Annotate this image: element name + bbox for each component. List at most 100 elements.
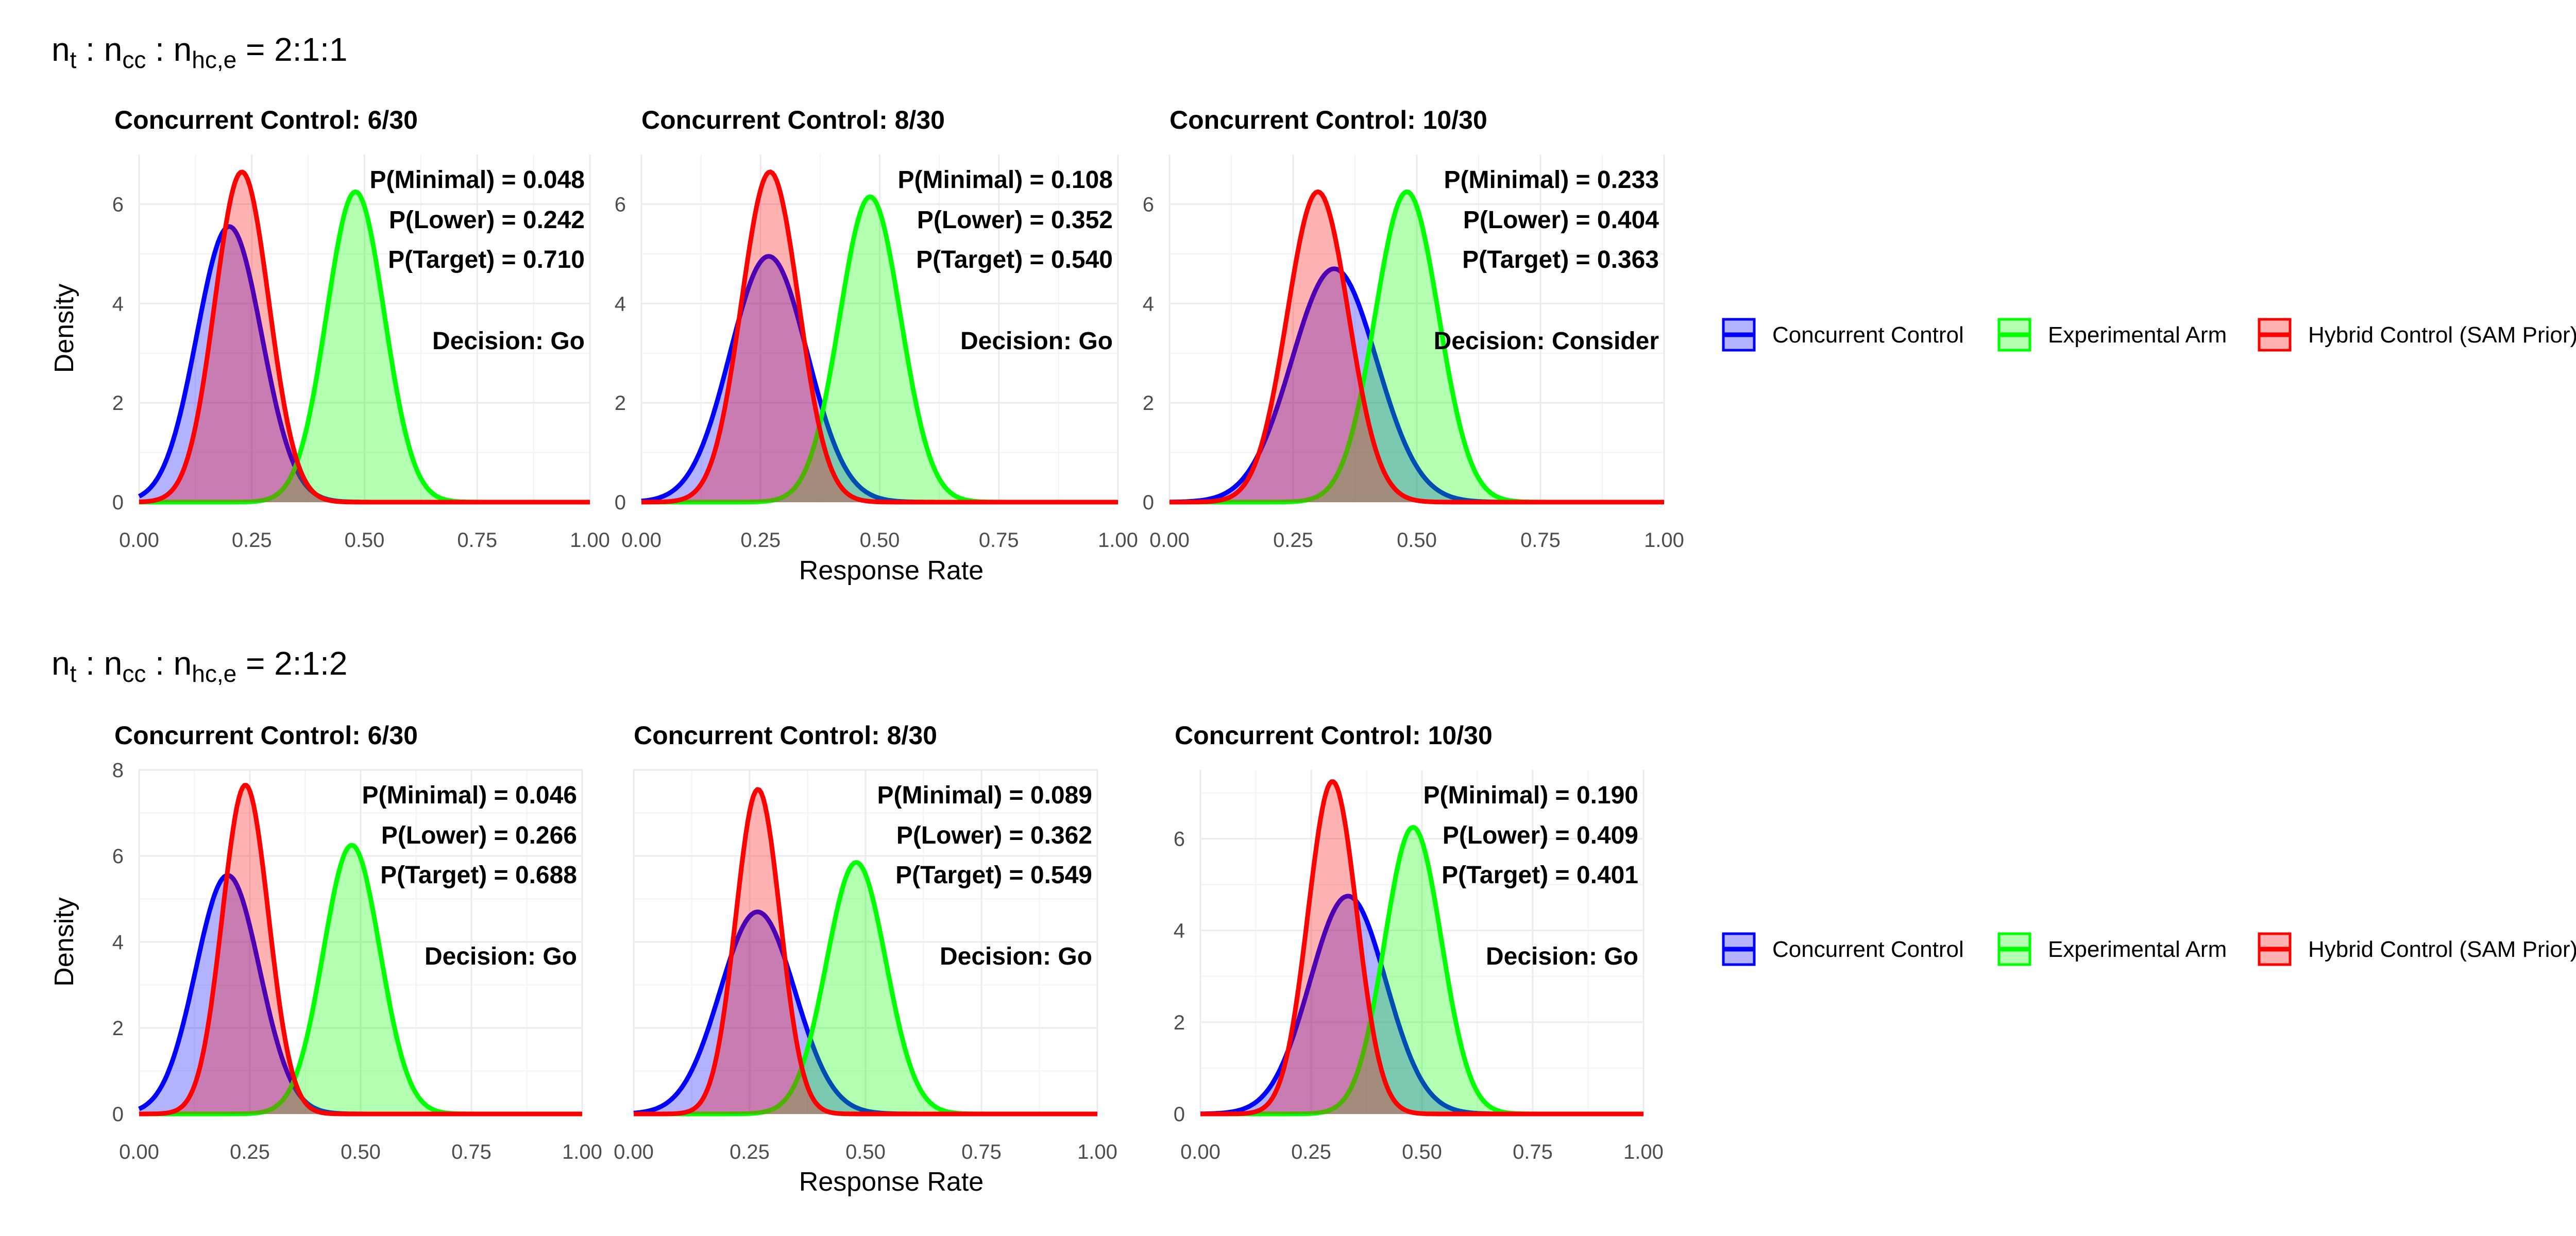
y-tick-label: 6 bbox=[112, 845, 124, 868]
probability-label: P(Target) = 0.401 bbox=[1442, 862, 1638, 889]
row-title-part: n bbox=[52, 645, 70, 682]
row-title-subscript: t bbox=[70, 660, 77, 687]
row-title-subscript: t bbox=[70, 46, 77, 73]
legend-label: Hybrid Control (SAM Prior) bbox=[2308, 322, 2576, 348]
legend-item-hybrid-control: Hybrid Control (SAM Prior) bbox=[2258, 318, 2576, 352]
decision-label: Decision: Go bbox=[960, 328, 1113, 355]
legend-label: Hybrid Control (SAM Prior) bbox=[2308, 937, 2576, 962]
y-tick-label: 6 bbox=[1143, 193, 1154, 216]
x-tick-label: 0.75 bbox=[457, 529, 497, 552]
x-tick-label: 0.00 bbox=[621, 529, 662, 552]
experimental-arm-area bbox=[139, 845, 582, 1114]
panel-title: Concurrent Control: 8/30 bbox=[634, 721, 937, 750]
row-title-part: : n bbox=[146, 31, 192, 68]
decision-label: Decision: Go bbox=[940, 943, 1092, 970]
legend: Concurrent Control Experimental Arm Hybrid… bbox=[1722, 318, 2576, 352]
panel-1-3: Concurrent Control: 10/30 P(Minimal) = 0.… bbox=[1143, 106, 1684, 552]
panel-title: Concurrent Control: 10/30 bbox=[1175, 721, 1493, 750]
probability-label: P(Lower) = 0.404 bbox=[1463, 207, 1659, 234]
probability-label: P(Target) = 0.688 bbox=[380, 862, 577, 889]
panel-title: Concurrent Control: 6/30 bbox=[114, 721, 418, 750]
hybrid-control-area bbox=[634, 789, 1097, 1114]
x-tick-label: 0.25 bbox=[232, 529, 272, 552]
concurrent-control-area bbox=[1200, 896, 1643, 1114]
row-title-part: : n bbox=[76, 645, 122, 682]
hybrid-control-line bbox=[139, 783, 583, 1117]
probability-label: P(Lower) = 0.352 bbox=[917, 207, 1113, 234]
y-tick-label: 4 bbox=[1143, 293, 1154, 315]
panel-title: Concurrent Control: 6/30 bbox=[114, 106, 418, 134]
x-tick-label: 0.75 bbox=[451, 1141, 492, 1163]
y-tick-label: 4 bbox=[112, 931, 124, 954]
concurrent-control-area bbox=[1170, 268, 1664, 502]
panel-2-1: Concurrent Control: 6/30 P(Minimal) = 0.0… bbox=[112, 721, 602, 1163]
probability-label: P(Minimal) = 0.233 bbox=[1444, 166, 1659, 194]
decision-label: Decision: Go bbox=[432, 328, 585, 355]
decision-label: Decision: Go bbox=[1486, 943, 1638, 970]
row-title: nt : ncc : nhc,e = 2:1:2 bbox=[52, 645, 347, 687]
panel-title: Concurrent Control: 10/30 bbox=[1170, 106, 1487, 134]
y-tick-label: 2 bbox=[112, 392, 124, 415]
y-tick-label: 2 bbox=[1174, 1011, 1185, 1034]
legend-label: Concurrent Control bbox=[1772, 322, 1964, 348]
y-tick-label: 0 bbox=[615, 491, 626, 514]
concurrent-control-area bbox=[641, 256, 1118, 502]
x-axis-label: Response Rate bbox=[799, 1167, 984, 1197]
decision-label: Decision: Go bbox=[425, 943, 577, 970]
probability-label: P(Minimal) = 0.108 bbox=[898, 166, 1113, 194]
hybrid-control-area bbox=[1200, 781, 1643, 1114]
x-tick-label: 0.75 bbox=[961, 1141, 1002, 1163]
y-tick-label: 0 bbox=[112, 491, 124, 514]
probability-label: P(Lower) = 0.266 bbox=[381, 822, 577, 849]
y-tick-label: 2 bbox=[615, 392, 626, 415]
y-tick-label: 0 bbox=[112, 1103, 124, 1126]
y-tick-label: 4 bbox=[615, 293, 626, 315]
legend-item-experimental-arm: Experimental Arm bbox=[1997, 318, 2227, 352]
x-axis-label: Response Rate bbox=[799, 556, 984, 586]
probability-label: P(Minimal) = 0.190 bbox=[1423, 782, 1639, 809]
probability-label: P(Lower) = 0.362 bbox=[896, 822, 1092, 849]
legend: Concurrent Control Experimental Arm Hybrid… bbox=[1722, 932, 2576, 966]
legend-item-experimental-arm: Experimental Arm bbox=[1997, 932, 2227, 966]
decision-label: Decision: Consider bbox=[1434, 328, 1659, 355]
hybrid-control-area bbox=[641, 171, 1118, 502]
x-tick-label: 0.25 bbox=[740, 529, 781, 552]
probability-label: P(Target) = 0.710 bbox=[388, 246, 585, 273]
experimental-arm-area bbox=[634, 862, 1097, 1114]
x-tick-label: 0.75 bbox=[1513, 1141, 1553, 1163]
probability-label: P(Minimal) = 0.048 bbox=[370, 166, 585, 194]
probability-label: P(Lower) = 0.409 bbox=[1443, 822, 1638, 849]
x-tick-label: 0.50 bbox=[845, 1141, 886, 1163]
y-axis-label: Density bbox=[49, 897, 79, 986]
row-title-part: : n bbox=[146, 645, 192, 682]
legend-item-concurrent-control: Concurrent Control bbox=[1722, 318, 1964, 352]
x-tick-label: 0.50 bbox=[1402, 1141, 1442, 1163]
row-title-part: : n bbox=[76, 31, 122, 68]
hybrid-control-line bbox=[641, 169, 1118, 505]
x-tick-label: 0.00 bbox=[119, 1141, 159, 1163]
row-title: nt : ncc : nhc,e = 2:1:1 bbox=[52, 31, 347, 73]
y-axis-label: Density bbox=[49, 284, 79, 373]
hybrid-control-area bbox=[1170, 192, 1664, 502]
hybrid-control-line bbox=[1200, 779, 1644, 1117]
x-tick-label: 1.00 bbox=[570, 529, 610, 552]
x-tick-label: 0.50 bbox=[1397, 529, 1437, 552]
row-title-subscript: hc,e bbox=[192, 660, 236, 687]
row-title-subscript: cc bbox=[122, 660, 146, 687]
y-tick-label: 6 bbox=[615, 193, 626, 216]
y-tick-label: 6 bbox=[112, 193, 124, 216]
panel-title: Concurrent Control: 8/30 bbox=[641, 106, 945, 134]
y-tick-label: 4 bbox=[112, 293, 124, 315]
y-tick-label: 0 bbox=[1174, 1103, 1185, 1126]
x-tick-label: 0.25 bbox=[730, 1141, 770, 1163]
panel-2-3: Concurrent Control: 10/30 P(Minimal) = 0.… bbox=[1174, 721, 1664, 1163]
x-tick-label: 0.50 bbox=[345, 529, 385, 552]
hybrid-control-area bbox=[139, 171, 590, 502]
legend-item-hybrid-control: Hybrid Control (SAM Prior) bbox=[2258, 932, 2576, 966]
x-tick-label: 0.75 bbox=[1520, 529, 1561, 552]
probability-label: P(Minimal) = 0.089 bbox=[877, 782, 1093, 809]
probability-label: P(Target) = 0.363 bbox=[1462, 246, 1659, 273]
x-tick-label: 1.00 bbox=[1077, 1141, 1117, 1163]
